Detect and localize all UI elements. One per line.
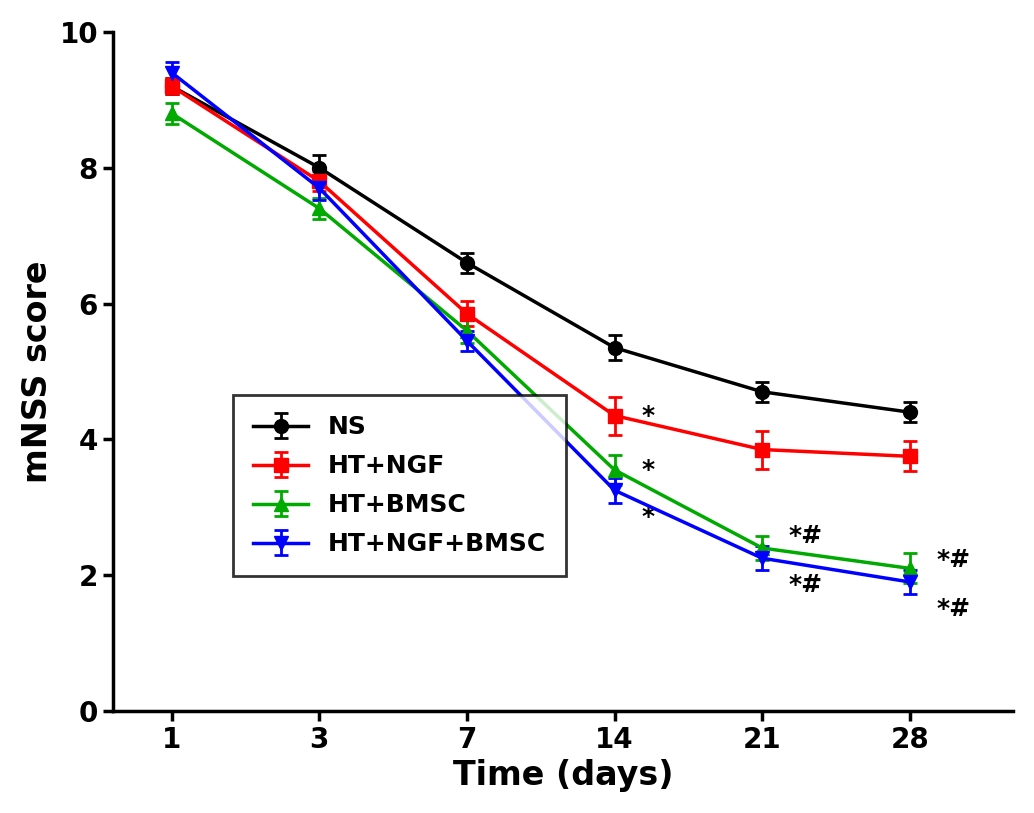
Text: *: * [641,458,655,482]
Text: *: * [641,403,655,428]
Text: *#: *# [937,548,971,572]
Text: *#: *# [937,598,971,621]
Y-axis label: mNSS score: mNSS score [21,260,54,483]
Legend: NS, HT+NGF, HT+BMSC, HT+NGF+BMSC: NS, HT+NGF, HT+BMSC, HT+NGF+BMSC [233,395,567,576]
X-axis label: Time (days): Time (days) [453,759,673,792]
Text: *#: *# [789,524,823,548]
Text: *#: *# [789,573,823,598]
Text: *: * [641,506,655,529]
